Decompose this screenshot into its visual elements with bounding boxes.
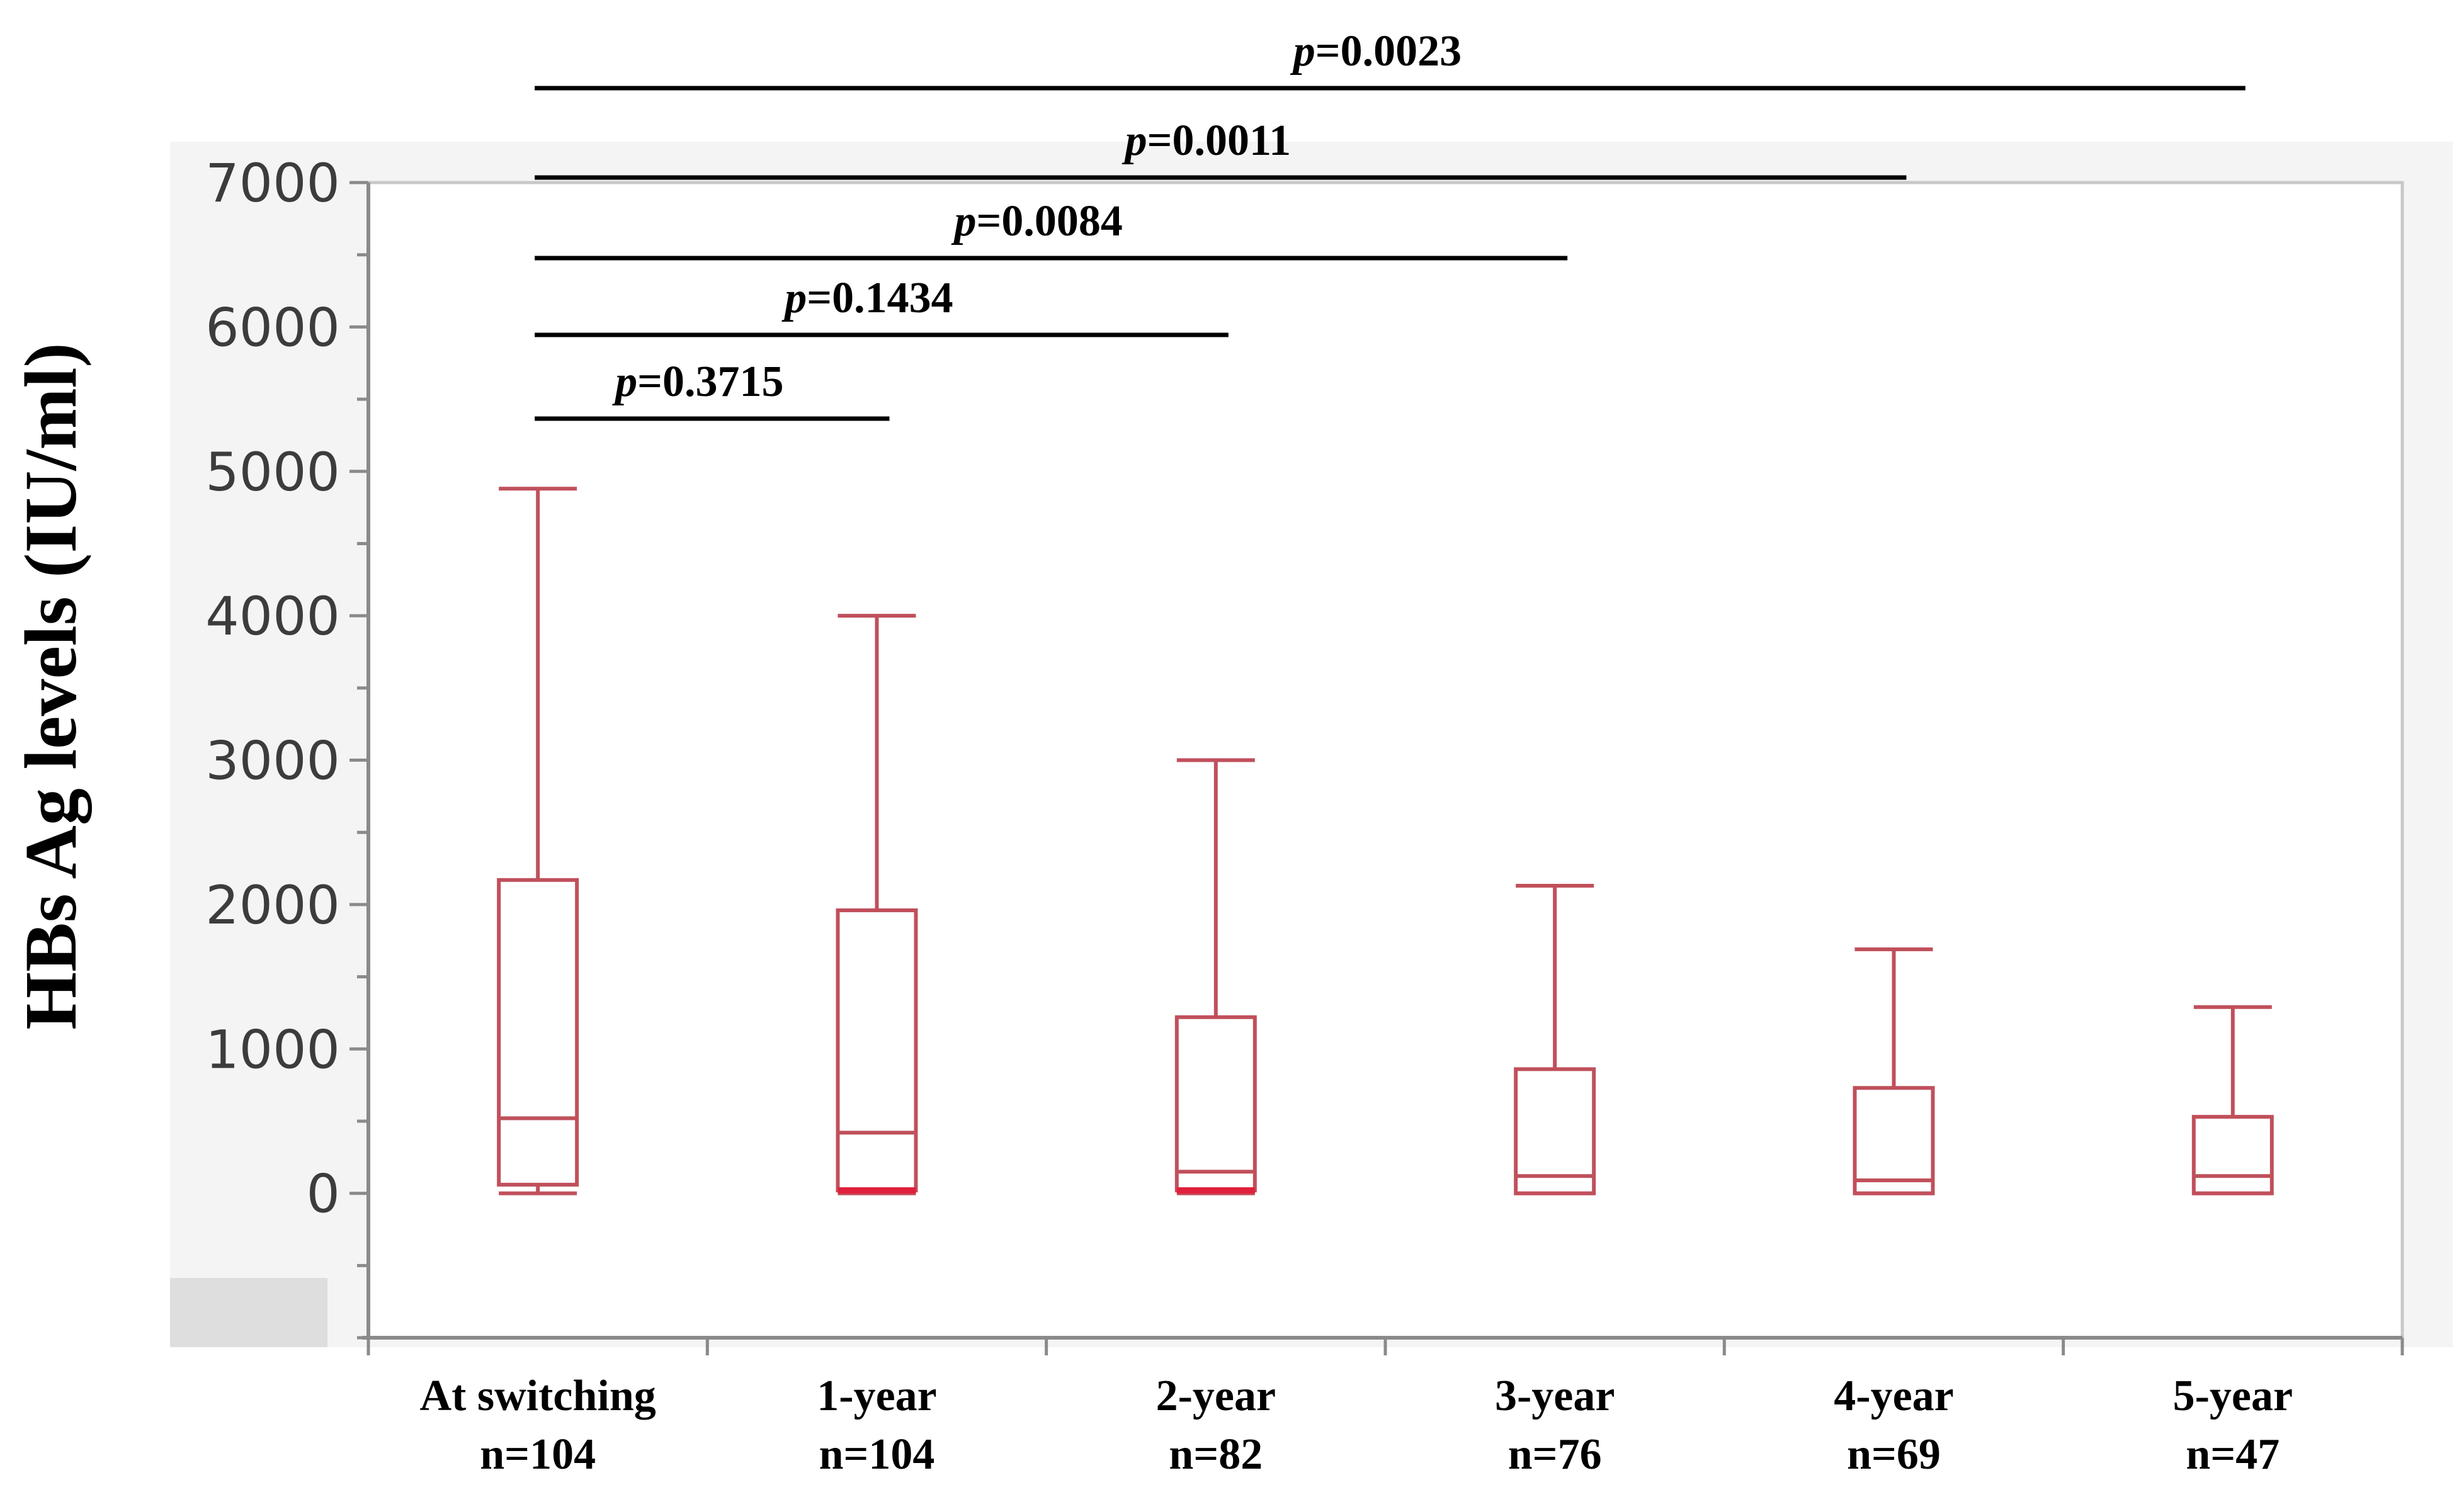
p-value-label: p=0.1434 <box>781 274 953 322</box>
panel-corner-block <box>170 1278 327 1347</box>
plot-area <box>366 181 2404 1340</box>
box-iqr <box>497 878 579 1187</box>
box-iqr <box>1853 1086 1935 1195</box>
x-category-label: 1-year <box>817 1372 936 1420</box>
box-0 <box>497 487 579 1195</box>
y-axis-label: HBs Ag levels (IU/ml) <box>9 342 92 1029</box>
x-category-n: n=104 <box>480 1430 596 1479</box>
y-tick-label: 4000 <box>205 585 340 647</box>
box-4 <box>1853 947 1935 1195</box>
y-tick-label: 3000 <box>205 730 340 792</box>
y-tick-label: 0 <box>307 1163 340 1225</box>
x-category-n: n=76 <box>1508 1430 1602 1479</box>
box-1 <box>836 614 918 1195</box>
x-category-n: n=104 <box>819 1430 935 1479</box>
p-value-label: p=0.0011 <box>1122 116 1292 165</box>
x-category-label: 5-year <box>2173 1372 2293 1420</box>
y-tick-label: 5000 <box>205 441 340 503</box>
x-category-n: n=82 <box>1169 1430 1263 1479</box>
y-tick-label: 2000 <box>205 874 340 936</box>
x-category-label: 3-year <box>1495 1372 1615 1420</box>
box-3 <box>1514 884 1596 1195</box>
p-value-label: p=0.3715 <box>612 358 783 406</box>
box-iqr <box>2191 1115 2274 1195</box>
y-tick-label: 1000 <box>205 1019 340 1080</box>
box-iqr <box>1514 1067 1596 1195</box>
y-tick-label: 7000 <box>205 152 340 214</box>
x-category-label: At switching <box>420 1372 656 1420</box>
box-2 <box>1174 758 1257 1195</box>
p-value-label: p=0.0084 <box>951 197 1122 246</box>
p-value-label: p=0.0023 <box>1290 27 1462 76</box>
y-tick-label: 6000 <box>205 297 340 358</box>
box-5 <box>2191 1005 2274 1195</box>
x-category-label: 2-year <box>1156 1372 1276 1420</box>
x-category-n: n=47 <box>2186 1430 2279 1479</box>
x-category-label: 4-year <box>1834 1372 1953 1420</box>
x-category-n: n=69 <box>1847 1430 1941 1479</box>
